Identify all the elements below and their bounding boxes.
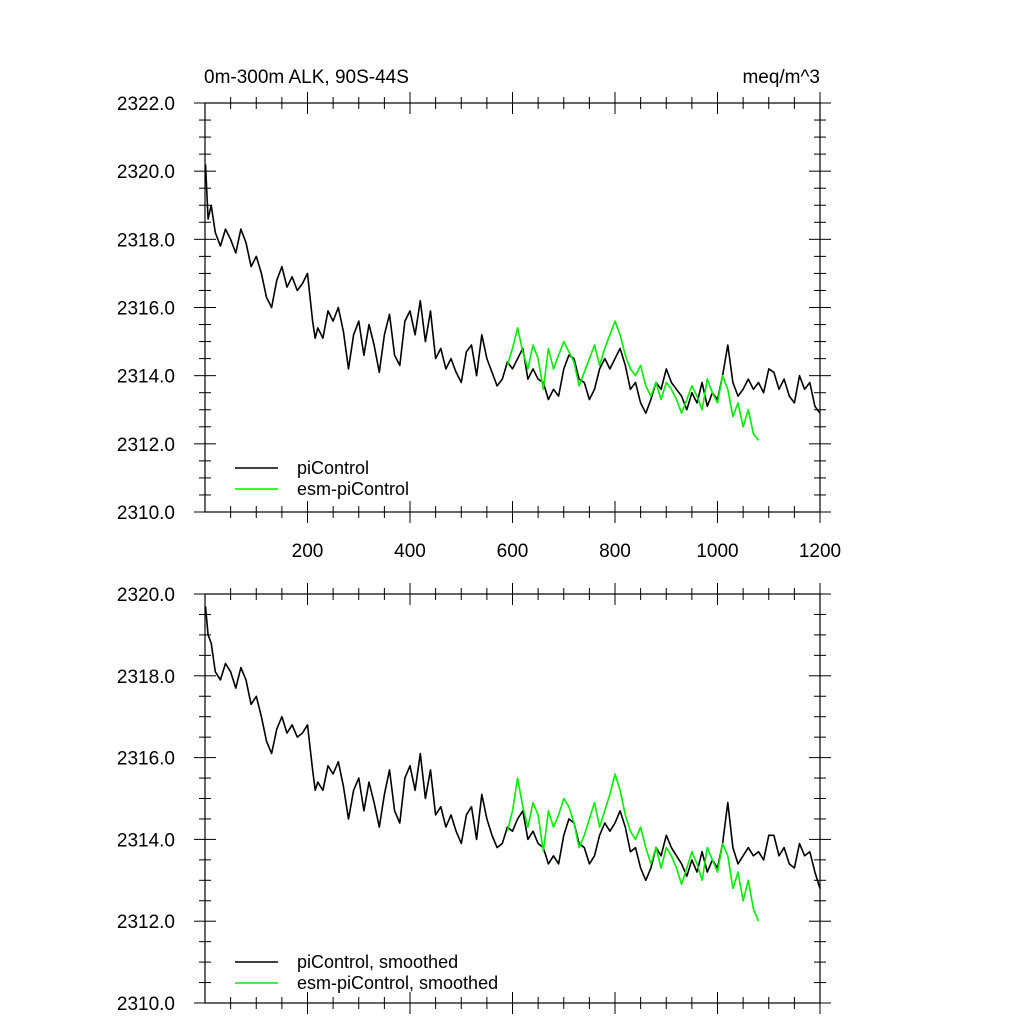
legend-label: piControl (297, 458, 369, 478)
legend-label: esm-piControl (297, 479, 409, 499)
y-tick-label: 2314.0 (117, 367, 175, 388)
y-tick-label: 2310.0 (117, 994, 175, 1015)
series-line-picontrol-smoothed (206, 606, 821, 888)
x-tick-label: 400 (394, 541, 426, 562)
x-tick-label: 1200 (799, 541, 841, 562)
y-tick-label: 2318.0 (117, 667, 175, 688)
x-tick-label: 600 (497, 541, 529, 562)
y-tick-label: 2320.0 (117, 585, 175, 606)
plot-frame (205, 103, 820, 512)
y-tick-label: 2312.0 (117, 912, 175, 933)
y-tick-label: 2322.0 (117, 94, 175, 115)
x-tick-label: 200 (292, 541, 324, 562)
figure: 0m-300m ALK, 90S-44S meq/m^3 200 400 600 80… (0, 0, 1024, 1024)
series-line-picontrol (206, 164, 821, 413)
panel-title-right: meq/m^3 (742, 67, 820, 88)
panel-title-left: 0m-300m ALK, 90S-44S (204, 67, 409, 88)
bottom-panel: 2310.0 2312.0 2314.0 2316.0 2318.0 2320.0 piCo… (117, 583, 831, 1015)
y-tick-label: 2314.0 (117, 830, 175, 851)
x-tick-label: 1000 (696, 541, 738, 562)
x-tick-label: 800 (599, 541, 631, 562)
y-tick-label: 2320.0 (117, 162, 175, 183)
legend-label: piControl, smoothed (297, 952, 458, 972)
series-line-esm-picontrol-smoothed (507, 774, 758, 921)
y-tick-label: 2316.0 (117, 749, 175, 770)
y-tick-label: 2310.0 (117, 503, 175, 524)
plot-frame (205, 594, 820, 1003)
y-tick-label: 2318.0 (117, 230, 175, 251)
y-tick-label: 2312.0 (117, 435, 175, 456)
legend-label: esm-piControl, smoothed (297, 973, 498, 993)
y-tick-label: 2316.0 (117, 299, 175, 320)
top-panel: 200 400 600 800 1000 1200 2310.0 2312.0 2314.0 23… (117, 92, 841, 562)
